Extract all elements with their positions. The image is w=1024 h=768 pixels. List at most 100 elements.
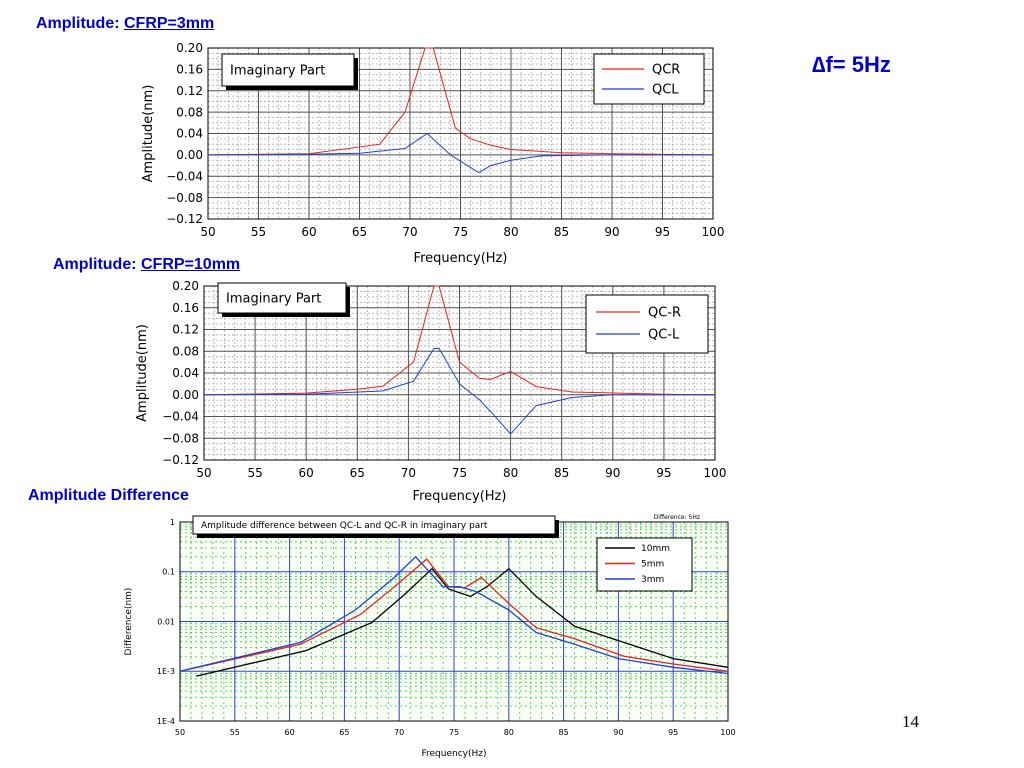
series-line-3mm bbox=[179, 555, 729, 675]
legend-label-QC-R: QC-R bbox=[648, 306, 681, 321]
x-tick-label: 75 bbox=[449, 728, 459, 737]
y-tick-label: 1E-3 bbox=[157, 667, 175, 676]
chart-subtitle: Difference: 5Hz bbox=[654, 514, 700, 521]
y-tick-label: 0.00 bbox=[176, 148, 203, 162]
y-tick-label: 1E-4 bbox=[157, 717, 175, 726]
y-tick-label: 0.1 bbox=[162, 568, 175, 577]
y-tick-label: 0.08 bbox=[176, 105, 203, 119]
y-tick-label: −0.04 bbox=[166, 169, 203, 183]
x-tick-label: 60 bbox=[301, 225, 316, 239]
series-line-QC-R bbox=[203, 285, 716, 396]
x-tick-label: 95 bbox=[655, 225, 670, 239]
x-tick-label: 80 bbox=[503, 225, 518, 239]
x-tick-label: 85 bbox=[554, 225, 569, 239]
x-axis-label: Frequency(Hz) bbox=[414, 251, 508, 266]
x-tick-label: 100 bbox=[720, 728, 735, 737]
label-link-10mm[interactable]: CFRP=10mm bbox=[141, 256, 241, 273]
legend-label-QCR: QCR bbox=[652, 63, 680, 78]
x-tick-label: 95 bbox=[656, 466, 671, 480]
legend-label-QC-L: QC-L bbox=[648, 328, 680, 343]
y-axis-label: Amplitude(nm) bbox=[141, 85, 156, 183]
series-line-QCR bbox=[207, 47, 714, 156]
legend-label-5mm: 5mm bbox=[641, 560, 664, 570]
y-tick-label: −0.12 bbox=[162, 453, 199, 467]
x-tick-label: 90 bbox=[613, 728, 623, 737]
x-tick-label: 70 bbox=[402, 225, 417, 239]
label-prefix: Amplitude: bbox=[53, 256, 141, 273]
y-tick-label: 1 bbox=[170, 518, 175, 527]
x-tick-label: 55 bbox=[251, 225, 266, 239]
x-tick-label: 80 bbox=[504, 728, 514, 737]
x-tick-label: 55 bbox=[247, 466, 262, 480]
y-axis-label: Amplitude(nm) bbox=[135, 324, 150, 422]
page-number: 14 bbox=[902, 712, 919, 731]
x-tick-label: 60 bbox=[285, 728, 295, 737]
y-tick-label: 0.08 bbox=[172, 344, 199, 358]
label-prefix: Amplitude: bbox=[36, 15, 124, 32]
x-tick-label: 50 bbox=[175, 728, 185, 737]
y-tick-label: 0.04 bbox=[172, 366, 199, 380]
x-tick-label: 65 bbox=[352, 225, 367, 239]
y-tick-label: 0.20 bbox=[172, 279, 199, 293]
legend-box bbox=[596, 537, 693, 592]
x-tick-label: 55 bbox=[230, 728, 240, 737]
plot-frame bbox=[207, 47, 714, 220]
y-tick-label: 0.12 bbox=[176, 84, 203, 98]
label-cfrp-10mm: Amplitude: CFRP=10mm bbox=[53, 256, 240, 274]
x-tick-label: 85 bbox=[554, 466, 569, 480]
x-tick-label: 90 bbox=[605, 466, 620, 480]
x-tick-label: 95 bbox=[668, 728, 678, 737]
x-tick-label: 60 bbox=[299, 466, 314, 480]
legend-label-10mm: 10mm bbox=[641, 544, 670, 554]
series-line-10mm bbox=[196, 567, 729, 677]
x-tick-label: 100 bbox=[704, 466, 727, 480]
legend-box bbox=[585, 294, 709, 354]
x-axis-label: Frequency(Hz) bbox=[413, 489, 507, 504]
label-link-3mm[interactable]: CFRP=3mm bbox=[124, 15, 215, 32]
y-tick-label: −0.08 bbox=[162, 431, 199, 445]
y-tick-label: 0.20 bbox=[176, 41, 203, 55]
x-tick-label: 70 bbox=[394, 728, 404, 737]
plot-frame bbox=[203, 285, 716, 461]
x-tick-label: 90 bbox=[604, 225, 619, 239]
y-tick-label: 0.16 bbox=[176, 63, 203, 77]
x-tick-label: 75 bbox=[452, 466, 467, 480]
y-tick-label: 0.04 bbox=[176, 127, 203, 141]
label-cfrp-3mm: Amplitude: CFRP=3mm bbox=[36, 15, 214, 33]
x-tick-label: 70 bbox=[401, 466, 416, 480]
y-tick-label: −0.04 bbox=[162, 410, 199, 424]
chart-title: Imaginary Part bbox=[226, 292, 321, 307]
legend-label-QCL: QCL bbox=[652, 83, 679, 98]
x-tick-label: 65 bbox=[339, 728, 349, 737]
delta-f-label: ∆f= 5Hz bbox=[812, 52, 891, 77]
x-tick-label: 75 bbox=[453, 225, 468, 239]
y-axis-label: Difference(nm) bbox=[124, 588, 134, 656]
series-line-QC-L bbox=[203, 348, 715, 435]
y-tick-label: 0.01 bbox=[157, 617, 175, 626]
x-tick-label: 100 bbox=[702, 225, 725, 239]
series-line-QCL bbox=[207, 132, 713, 174]
y-tick-label: −0.08 bbox=[166, 191, 203, 205]
title-box bbox=[217, 282, 347, 314]
x-axis-label: Frequency(Hz) bbox=[421, 749, 486, 759]
label-amplitude-difference: Amplitude Difference bbox=[28, 487, 189, 504]
y-tick-label: 0.12 bbox=[172, 323, 199, 337]
x-tick-label: 65 bbox=[350, 466, 365, 480]
chart-title: Imaginary Part bbox=[230, 64, 325, 79]
series-line-5mm bbox=[179, 558, 729, 672]
title-box bbox=[221, 53, 355, 87]
legend-box bbox=[593, 53, 705, 105]
x-tick-label: 50 bbox=[200, 225, 215, 239]
y-tick-label: 0.16 bbox=[172, 301, 199, 315]
chart-title: Amplitude difference between QC-L and QC… bbox=[201, 521, 488, 531]
x-tick-label: 80 bbox=[503, 466, 518, 480]
x-tick-label: 50 bbox=[196, 466, 211, 480]
title-box bbox=[192, 515, 556, 535]
x-tick-label: 85 bbox=[559, 728, 569, 737]
legend-label-3mm: 3mm bbox=[641, 575, 664, 585]
y-tick-label: −0.12 bbox=[166, 212, 203, 226]
y-tick-label: 0.00 bbox=[172, 388, 199, 402]
